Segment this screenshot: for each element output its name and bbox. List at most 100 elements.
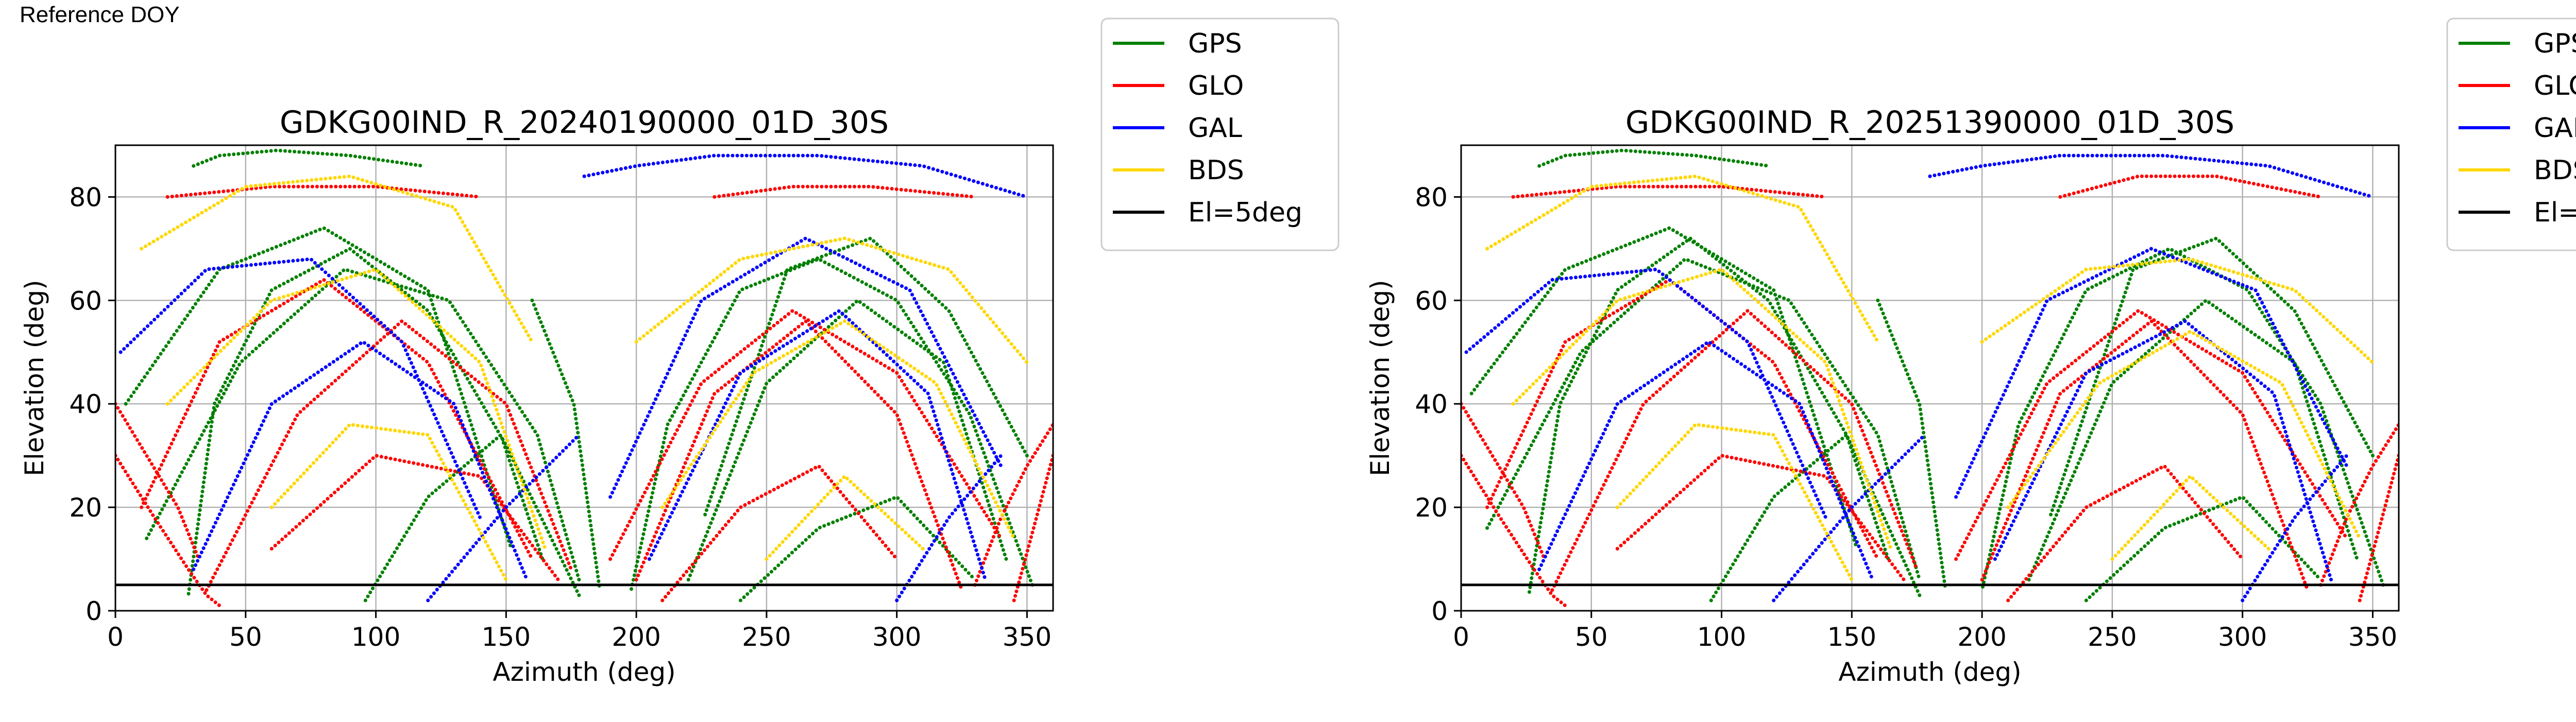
legend-label: BDS — [1188, 155, 1244, 186]
track-bds — [660, 319, 1016, 540]
chart-panel-2: 0 50 100 150 200 250 300 350 0 20 40 60 80 GDKG00IND_… — [1365, 18, 2576, 687]
x-tick-label: 350 — [1003, 622, 1052, 652]
track-gps — [124, 226, 513, 551]
track-gal — [647, 308, 988, 582]
track-glo — [115, 454, 222, 608]
track-gps — [1469, 226, 1859, 551]
legend-label: GLO — [2534, 71, 2576, 101]
x-tick-label: 50 — [1575, 622, 1608, 652]
legend-label: GPS — [1188, 28, 1242, 59]
track-bds — [269, 422, 508, 582]
track-gps — [702, 236, 1029, 520]
track-gps — [363, 432, 545, 603]
track-gal — [1954, 247, 2349, 499]
track-bds — [165, 267, 547, 551]
track-glo — [1461, 402, 1547, 561]
y-axis-label: Elevation (deg) — [20, 280, 49, 476]
x-tick-label: 200 — [612, 622, 660, 652]
track-glo — [1012, 454, 1053, 603]
track-gps — [1537, 148, 1771, 168]
track-glo — [608, 308, 1003, 561]
x-tick-label: 300 — [2218, 622, 2267, 652]
track-glo — [1550, 308, 1919, 592]
x-tick-label: 300 — [872, 622, 921, 652]
x-tick-label: 100 — [1697, 622, 1746, 652]
track-gps — [1980, 246, 2385, 592]
x-tick-label: 150 — [482, 622, 531, 652]
y-tick-label: 80 — [1415, 182, 1448, 212]
axes-frame — [1460, 144, 2400, 612]
y-tick-label: 0 — [1431, 596, 1448, 626]
track-glo — [205, 318, 573, 592]
track-glo — [1461, 454, 1567, 608]
track-gal — [1537, 339, 1875, 582]
x-tick-label: 250 — [2088, 622, 2137, 652]
legend-box — [2446, 18, 2576, 251]
track-glo — [2058, 174, 2323, 199]
legend-label: GPS — [2534, 28, 2576, 59]
track-gps — [629, 257, 1035, 592]
axes-frame — [114, 144, 1054, 612]
track-glo — [634, 318, 964, 592]
track-gps — [1527, 236, 1922, 597]
y-tick-label: 40 — [1415, 389, 1448, 419]
track-gal — [118, 257, 482, 520]
track-gps — [686, 298, 1008, 582]
y-axis-label: Elevation (deg) — [1365, 280, 1395, 476]
y-tick-label: 40 — [69, 389, 102, 419]
y-tick-label: 80 — [69, 182, 102, 212]
track-gps — [192, 148, 425, 168]
track-gps — [2048, 236, 2375, 520]
x-tick-label: 200 — [1957, 622, 2006, 652]
track-bds — [1485, 174, 1880, 344]
track-glo — [1980, 318, 2310, 592]
track-gal — [608, 236, 1003, 499]
legend-label: GLO — [1188, 71, 1244, 101]
track-gal — [1464, 267, 1828, 520]
chart-panel-1: 0 50 100 150 200 250 300 350 0 20 40 60 80 GDKG00IND_… — [20, 18, 1340, 687]
track-glo — [115, 402, 201, 561]
satellite-tracks — [1461, 148, 2399, 608]
legend-label: El=5deg — [2534, 197, 2576, 228]
track-glo — [713, 184, 977, 199]
track-bds — [1980, 257, 2375, 365]
track-glo — [140, 277, 534, 561]
x-tick-label: 150 — [1827, 622, 1876, 652]
x-tick-label: 100 — [351, 622, 400, 652]
track-bds — [1615, 422, 1854, 582]
y-tick-label: 60 — [69, 286, 102, 316]
track-gps — [1709, 432, 1890, 603]
x-axis-label: Azimuth (deg) — [493, 657, 675, 687]
y-tick-label: 0 — [86, 596, 102, 626]
chart-title: GDKG00IND_R_20251390000_01D_30S — [1625, 105, 2234, 141]
track-gal — [1772, 433, 1927, 603]
track-gal — [1928, 153, 2375, 199]
track-bds — [1511, 267, 1893, 551]
y-tick-label: 60 — [1415, 286, 1448, 316]
y-tick-label: 20 — [69, 493, 102, 523]
track-bds — [634, 236, 1029, 365]
track-glo — [2318, 422, 2399, 587]
y-tick-label: 20 — [1415, 493, 1448, 523]
x-tick-label: 0 — [107, 622, 124, 652]
legend: GPS GLO GAL BDS El=5deg — [2446, 18, 2576, 251]
track-glo — [1511, 184, 1828, 199]
chart-title: GDKG00IND_R_20240190000_01D_30S — [280, 105, 889, 141]
track-gal — [426, 433, 581, 603]
track-gal — [192, 339, 529, 582]
track-glo — [973, 422, 1053, 587]
track-bds — [2110, 473, 2270, 561]
x-tick-label: 50 — [229, 622, 262, 652]
track-glo — [1615, 453, 1906, 582]
track-bds — [140, 174, 534, 344]
legend-label: El=5deg — [1188, 197, 1302, 228]
x-tick-label: 250 — [742, 622, 791, 652]
track-gal — [582, 153, 1029, 199]
reference-doy-label: Reference DOY — [20, 2, 180, 27]
track-gal — [1993, 319, 2333, 582]
track-gps — [145, 267, 581, 582]
track-gps — [530, 298, 602, 592]
track-glo — [2358, 454, 2399, 603]
